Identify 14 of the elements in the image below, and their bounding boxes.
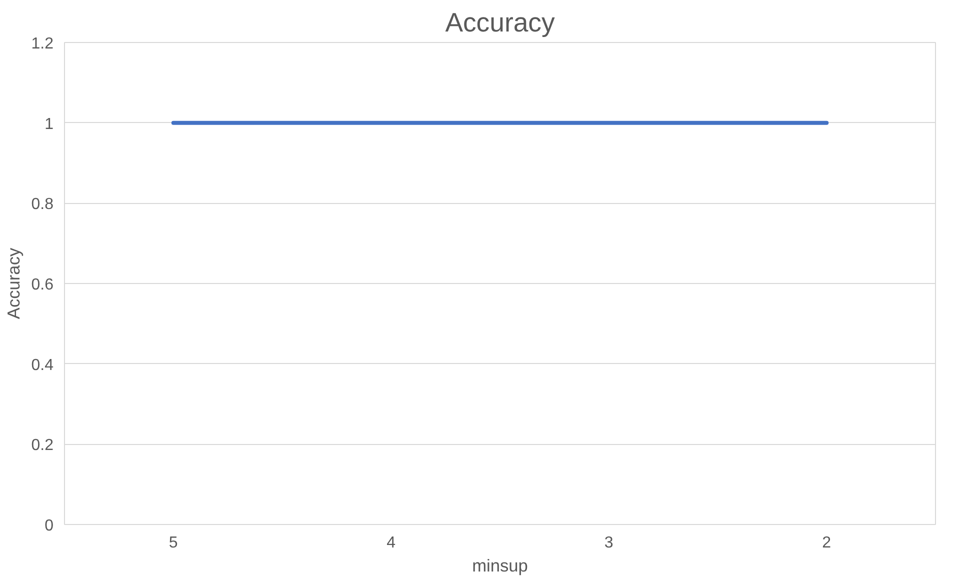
x-tick-label: 3 xyxy=(604,534,614,552)
y-tick-label: 1.2 xyxy=(31,36,54,52)
y-tick-label: 0.6 xyxy=(31,276,54,294)
y-tick-label: 0.8 xyxy=(31,196,54,214)
y-tick-label: 1 xyxy=(44,116,54,133)
y-tick-label: 0.2 xyxy=(31,437,54,454)
y-axis-title: Accuracy xyxy=(3,248,24,320)
y-tick-label: 0 xyxy=(44,518,54,534)
x-tick-label: 5 xyxy=(168,534,178,552)
x-tick-label: 4 xyxy=(386,534,396,552)
chart-title: Accuracy xyxy=(445,8,556,38)
x-axis-title: minsup xyxy=(472,556,528,576)
y-tick-label: 0.4 xyxy=(31,356,54,374)
x-tick-label: 2 xyxy=(822,534,832,552)
